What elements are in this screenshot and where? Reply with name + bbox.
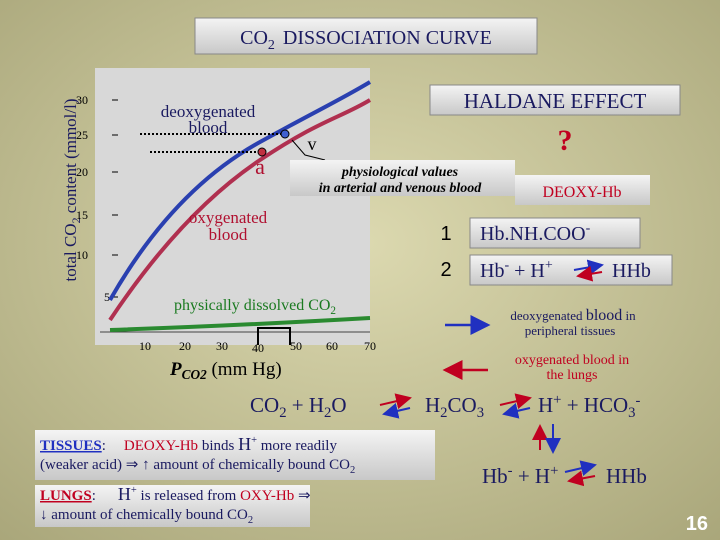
legend-red: oxygenated blood in the lungs [515,353,629,383]
page-number: 16 [686,513,708,535]
reaction1-box [469,217,641,249]
deoxy-label: DEOXY-Hb [542,184,621,201]
reaction2-number: 2 [440,259,451,281]
oxygenated-curve [108,98,372,322]
x-tick-label: 20 [179,339,191,353]
question: ? [558,124,573,157]
point-a-label: a [255,154,265,179]
x-tick-label: 50 [290,339,302,353]
x-tick-label: 30 [216,339,228,353]
callout [291,139,326,161]
reaction1: Hb.NH.COO- [480,221,591,245]
dissolved-label: physically dissolved CO2 [174,297,336,317]
arrow [576,265,603,282]
lungs-box [35,485,310,527]
equation: CO2 + H2O H2CO3 H+ + HCO3- [250,392,641,421]
y-tick-label: 10 [76,248,88,262]
physiological-box [290,160,515,196]
tissues-text: TISSUES: DEOXY-Hb binds H+ more readily (w… [40,434,355,476]
deoxy-box [515,175,650,205]
plot-area [95,68,370,345]
x-axis-label: PCO2 (mm Hg) [169,359,282,382]
y-tick-label: 25 [76,128,88,142]
deoxygenated-label: deoxygenated blood [161,102,256,137]
x-tick-label: 70 [364,339,376,353]
reaction2: Hb- + H+ HHb [480,258,651,282]
y-tick-label: 30 [76,93,88,107]
point-v-label: v [308,134,317,154]
x-tick-label: 60 [326,339,338,353]
equation-arrows [379,393,597,487]
y-tick-label: 5 [104,290,110,304]
oxygenated-label: oxygenated blood [189,208,268,244]
haldane-box [429,84,681,116]
haldane-label: HALDANE EFFECT [464,89,647,113]
lungs-text: LUNGS: H+ is released from OXY-Hb ⇒ ↓ amou… [40,484,311,526]
dissolved-curve [109,316,371,332]
bottom-reaction: Hb- + H+ HHb [482,463,647,488]
title: CO2 DISSOCIATION CURVE [240,27,492,53]
deoxygenated-curve [108,80,372,301]
reaction1-number: 1 [440,223,451,245]
y-tick-label: 15 [76,208,88,222]
y-tick-label: 20 [76,165,88,179]
physiological-label: physiological values in arterial and veno… [319,165,483,196]
reaction2-box [469,254,673,286]
x-tick-label: 40 [252,341,264,355]
x-tick-label: 10 [139,339,151,353]
point-v [280,129,290,139]
legend-blue: deoxygenated blood in peripheral tissues [510,307,636,338]
y-axis-label: total CO2 content (mmol/l) [61,98,83,281]
tissues-box [35,430,435,480]
title-box [194,17,538,55]
point-a [257,147,267,157]
